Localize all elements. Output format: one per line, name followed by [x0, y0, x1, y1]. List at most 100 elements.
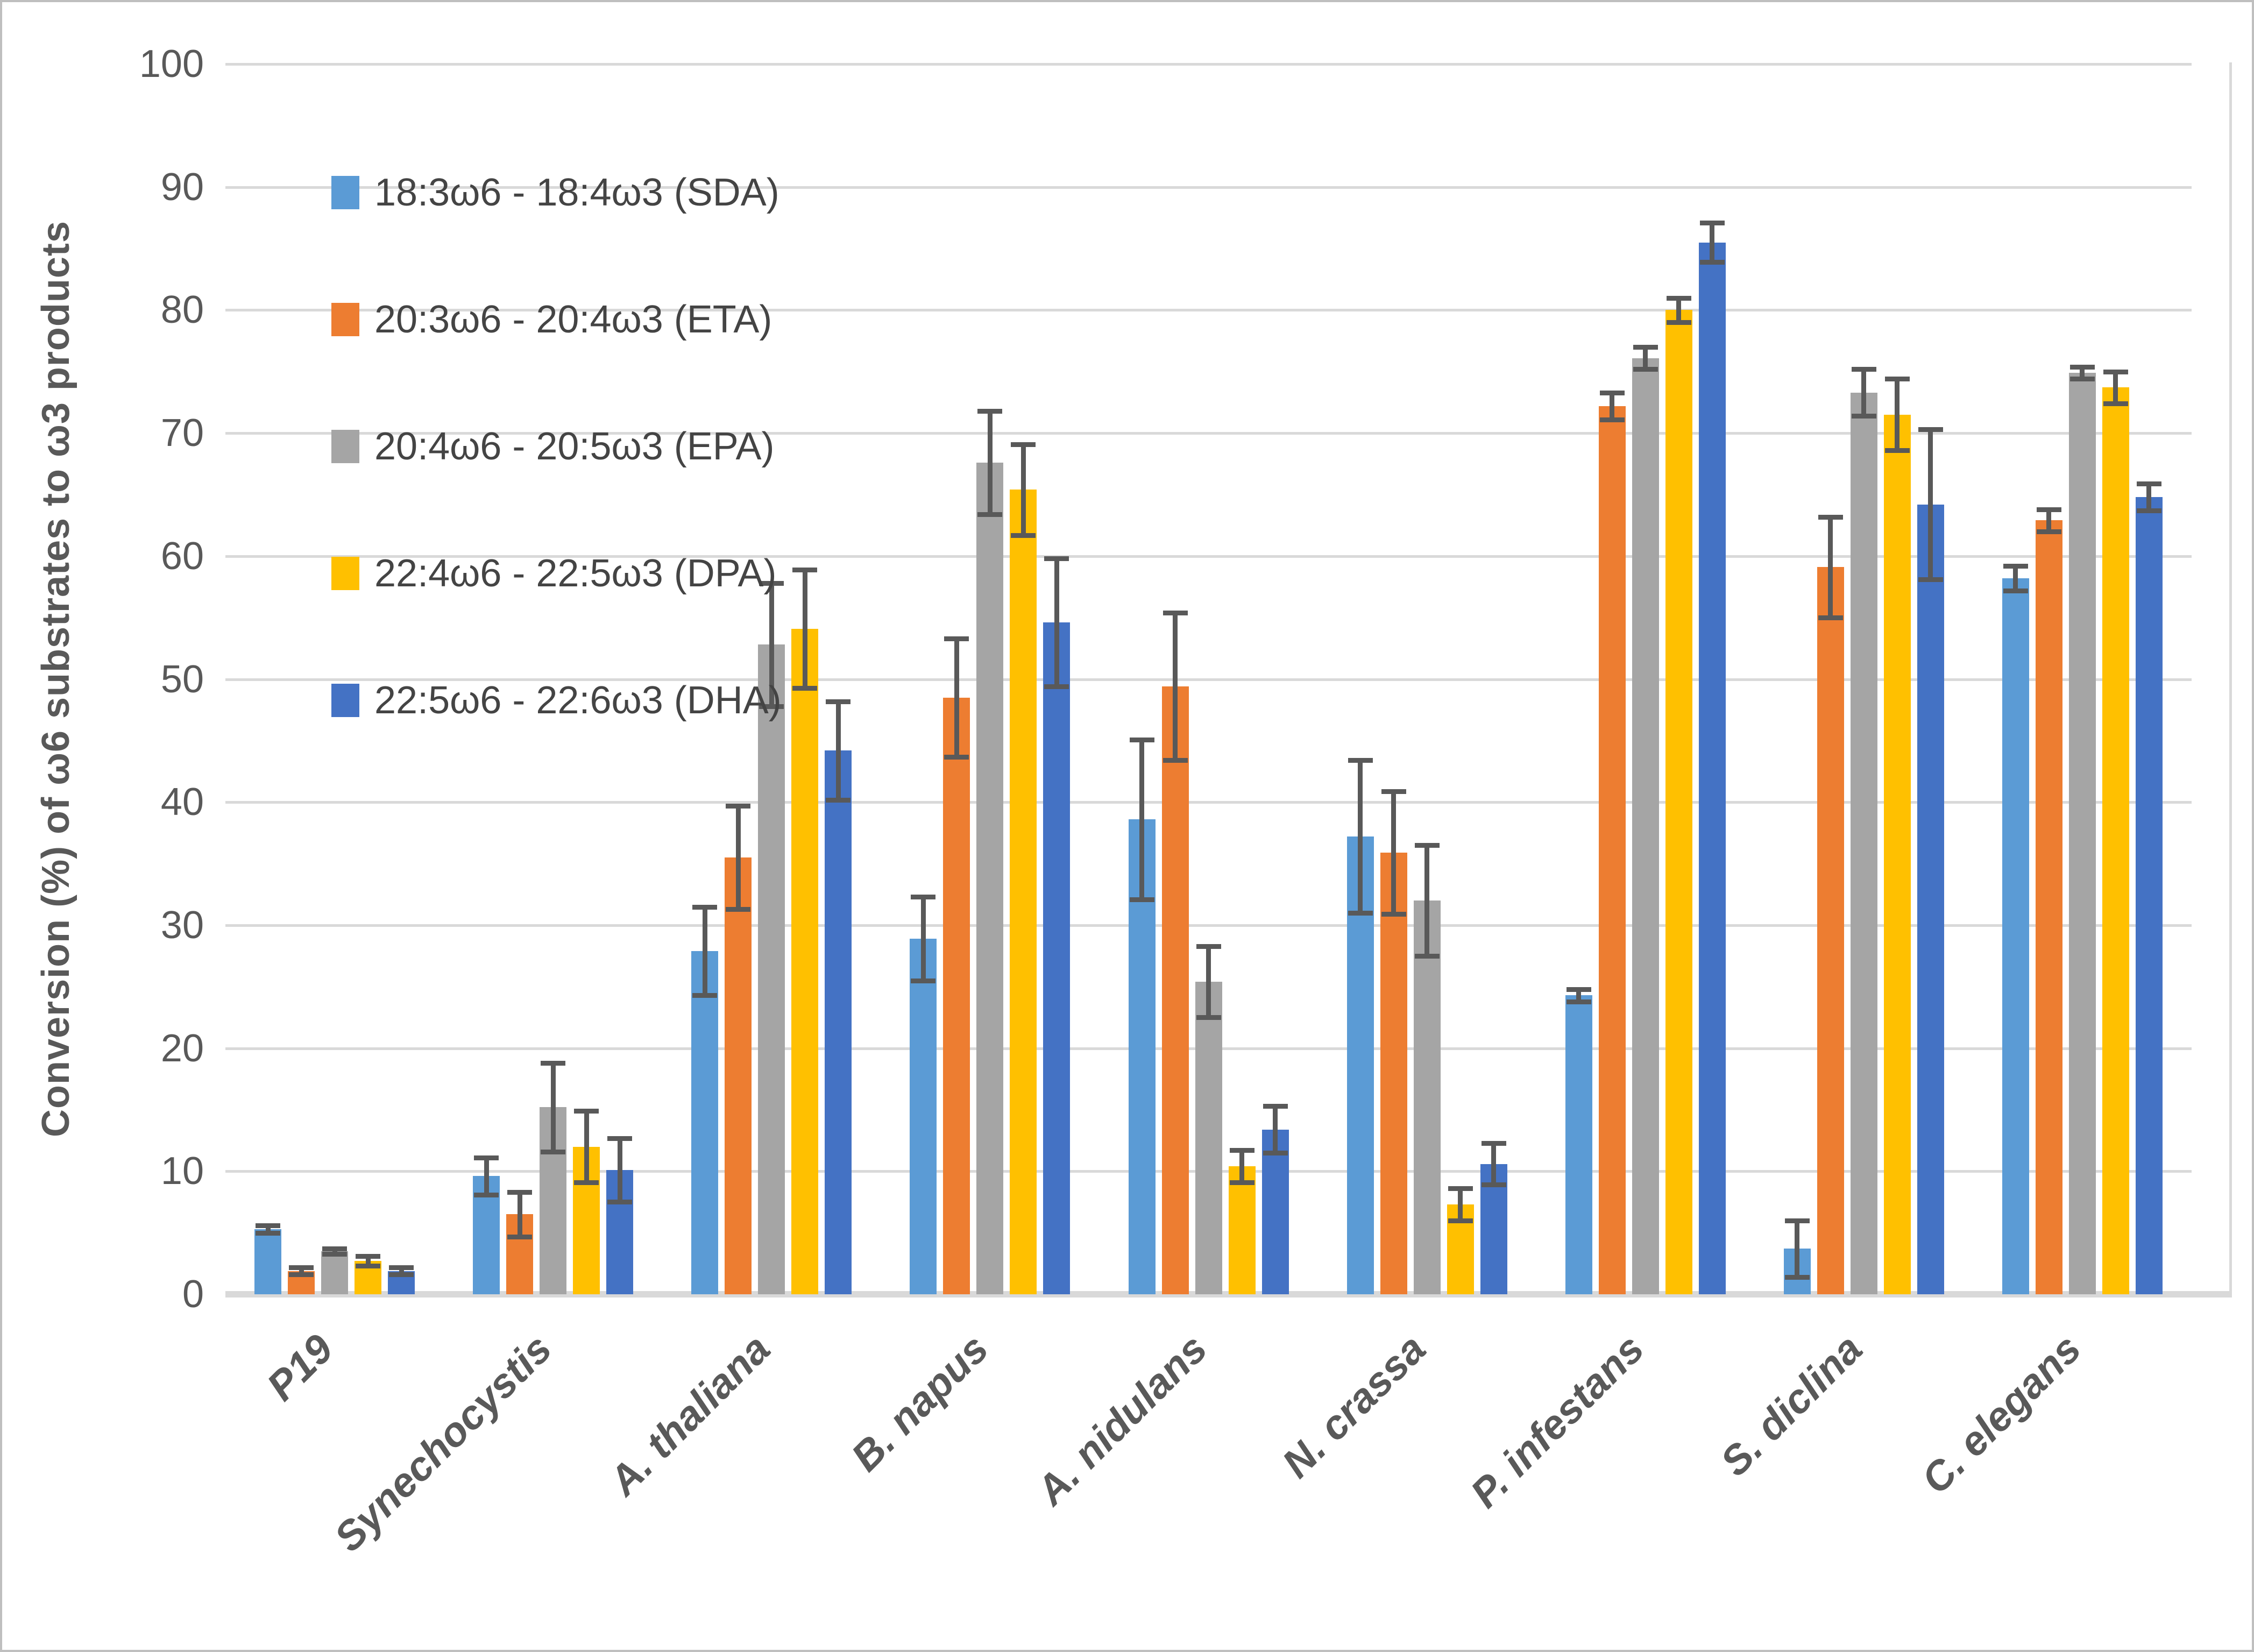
legend-item-epa: 20:4ω6 - 20:5ω3 (EPA) — [331, 427, 774, 466]
error-bar-cap-bottom — [1348, 911, 1373, 916]
bar-p19-epa — [321, 1251, 349, 1294]
error-bar-cap-top — [1884, 377, 1910, 382]
error-bar-cap-top — [1196, 944, 1221, 949]
error-bar-cap-top — [1414, 843, 1440, 848]
error-bar-cap-top — [1263, 1104, 1288, 1109]
error-bar-cap-bottom — [1633, 367, 1658, 372]
error-bar-line — [1273, 1106, 1278, 1153]
error-bar-cap-top — [1566, 987, 1591, 992]
error-bar-cap-top — [2136, 481, 2161, 486]
error-bar-cap-bottom — [692, 993, 718, 998]
x-label-n-crassa: N. crassa — [1273, 1325, 1435, 1487]
error-bar-cap-top — [1448, 1186, 1473, 1192]
error-bar-cap-top — [389, 1265, 414, 1270]
y-tick-40: 40 — [160, 781, 204, 824]
legend-swatch-sda — [331, 176, 359, 209]
error-bar-line — [2013, 566, 2018, 591]
y-tick-30: 30 — [160, 903, 204, 947]
error-bar-cap-top — [1011, 442, 1036, 447]
error-bar-cap-top — [826, 699, 851, 704]
y-tick-90: 90 — [160, 165, 204, 209]
error-bar-cap-bottom — [2136, 508, 2161, 514]
error-bar-cap-top — [2069, 364, 2095, 370]
legend-label-eta: 20:3ω6 - 20:4ω3 (ETA) — [374, 298, 772, 341]
error-bar-cap-bottom — [1011, 533, 1036, 538]
error-bar-cap-bottom — [1129, 897, 1154, 902]
error-bar-line — [517, 1192, 522, 1237]
error-bar-cap-top — [977, 408, 1003, 414]
error-bar-cap-bottom — [1918, 577, 1943, 583]
error-bar-line — [1139, 739, 1144, 899]
error-bar-line — [1610, 392, 1615, 420]
gridline-30 — [225, 924, 2192, 927]
error-bar-cap-bottom — [1599, 417, 1625, 422]
error-bar-line — [735, 806, 741, 910]
legend-item-eta: 20:3ω6 - 20:4ω3 (ETA) — [331, 300, 772, 339]
error-bar-cap-top — [1666, 295, 1691, 301]
error-bar-line — [1710, 223, 1715, 263]
error-bar-line — [1239, 1150, 1244, 1182]
x-label-p-infestans: P. infestans — [1462, 1325, 1653, 1517]
error-bar-cap-bottom — [1263, 1150, 1288, 1155]
error-bar-cap-top — [507, 1190, 533, 1195]
error-bar-cap-bottom — [389, 1272, 414, 1278]
error-bar-cap-bottom — [507, 1234, 533, 1239]
bar-p19-sda — [254, 1229, 282, 1294]
error-bar-cap-top — [1918, 427, 1943, 433]
error-bar-line — [1358, 760, 1363, 913]
error-bar-cap-bottom — [1044, 684, 1069, 690]
error-bar-line — [2113, 371, 2118, 404]
error-bar-line — [299, 1267, 304, 1275]
error-bar-cap-top — [2103, 369, 2128, 374]
gridline-100 — [225, 63, 2192, 66]
error-bar-cap-bottom — [1381, 912, 1406, 917]
bar-b-napus-dpa — [1010, 490, 1037, 1294]
legend-label-sda: 18:3ω6 - 18:4ω3 (SDA) — [374, 171, 779, 214]
error-bar-cap-bottom — [1414, 954, 1440, 959]
y-tick-100: 100 — [139, 42, 204, 86]
error-bar-line — [769, 583, 774, 706]
bar-p-infestans-epa — [1632, 358, 1659, 1294]
error-bar-cap-top — [322, 1246, 348, 1252]
bar-p-infestans-sda — [1565, 995, 1592, 1294]
bar-b-napus-eta — [943, 697, 970, 1294]
error-bar-cap-bottom — [2036, 529, 2061, 535]
error-bar-cap-bottom — [1196, 1015, 1221, 1020]
legend-swatch-dha — [331, 684, 359, 717]
y-tick-0: 0 — [182, 1273, 204, 1316]
bar-p-infestans-dha — [1698, 242, 1726, 1294]
bar-a-thaliana-dpa — [791, 628, 819, 1294]
error-bar-cap-top — [792, 567, 818, 572]
error-bar-cap-bottom — [322, 1251, 348, 1257]
bar-c-elegans-sda — [2002, 578, 2029, 1294]
error-bar-line — [1928, 429, 1933, 580]
bar-b-napus-dha — [1043, 622, 1071, 1294]
error-bar-cap-bottom — [1229, 1180, 1254, 1185]
error-bar-line — [584, 1111, 589, 1182]
error-bar-line — [265, 1225, 271, 1233]
error-bar-cap-top — [574, 1109, 599, 1114]
bar-s-diclina-eta — [1817, 567, 1844, 1294]
error-bar-cap-top — [759, 581, 784, 586]
bar-p-infestans-eta — [1598, 406, 1626, 1294]
bar-a-nidulans-dpa — [1228, 1166, 1256, 1294]
error-bar-cap-bottom — [1851, 414, 1876, 419]
error-bar-cap-bottom — [574, 1180, 599, 1185]
x-label-b-napus: B. napus — [842, 1325, 997, 1480]
error-bar-line — [1054, 558, 1059, 687]
bar-a-nidulans-dha — [1261, 1129, 1289, 1294]
bar-a-nidulans-eta — [1161, 686, 1189, 1294]
error-bar-cap-top — [1481, 1140, 1506, 1146]
plot-right-border — [2229, 62, 2232, 1298]
y-tick-70: 70 — [160, 412, 204, 455]
error-bar-line — [987, 410, 993, 515]
error-bar-cap-top — [726, 804, 751, 809]
y-tick-80: 80 — [160, 288, 204, 332]
error-bar-cap-bottom — [2069, 377, 2095, 382]
error-bar-cap-bottom — [1699, 260, 1725, 265]
error-bar-line — [365, 1256, 371, 1266]
error-bar-line — [2146, 483, 2152, 511]
error-bar-line — [1895, 379, 1900, 451]
error-bar-cap-bottom — [541, 1149, 566, 1154]
